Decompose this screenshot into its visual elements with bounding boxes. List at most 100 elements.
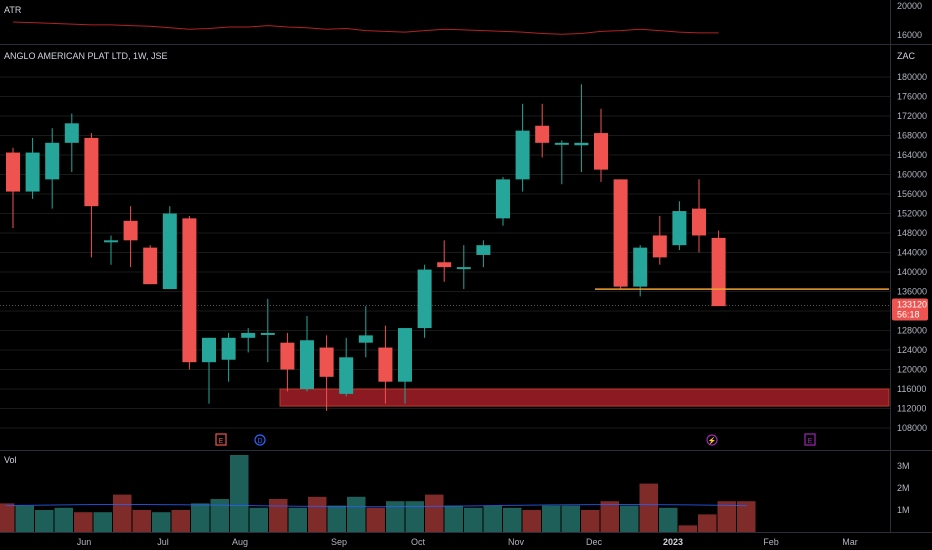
candle — [221, 332, 236, 382]
candle-body — [535, 125, 550, 143]
price-tick-label: 160000 — [897, 170, 927, 180]
candle-body — [241, 332, 256, 338]
symbol-label[interactable]: ANGLO AMERICAN PLAT LTD, 1W, JSE — [4, 51, 168, 61]
volume-bar — [230, 455, 249, 532]
price-axis[interactable]: 180000 176000 172000 168000 164000 160000 1560… — [897, 1, 927, 515]
price-tick-label: 176000 — [897, 92, 927, 102]
candle-body — [104, 240, 118, 243]
volume-bar — [152, 512, 171, 532]
price-tick-label: 136000 — [897, 287, 927, 297]
candle — [182, 215, 197, 370]
candle-body — [45, 142, 60, 180]
volume-bar — [366, 507, 385, 532]
candle — [574, 84, 589, 173]
candle — [280, 332, 295, 392]
volume-ma-line — [5, 504, 747, 508]
price-tick-label: 164000 — [897, 150, 927, 160]
time-axis[interactable]: Jun Jul Aug Sep Oct Nov Dec 2023 Feb Mar — [77, 537, 858, 547]
split-icon[interactable]: ⚡ — [706, 434, 718, 446]
volume-bar — [620, 505, 639, 532]
candle-body — [202, 337, 216, 363]
candle-body — [456, 267, 471, 270]
candle — [476, 240, 491, 268]
volume-bar — [483, 505, 502, 532]
volume-bar — [113, 494, 132, 532]
volume-bar — [542, 505, 561, 532]
candle-body — [339, 357, 354, 394]
volume-bar — [600, 501, 619, 532]
atr-tick-label: 20000 — [897, 1, 922, 11]
volume-bar — [0, 503, 15, 532]
price-tick-label: 128000 — [897, 326, 927, 336]
last-price-tag: 133120 56:18 — [892, 298, 928, 321]
atr-tick-label: 16000 — [897, 30, 922, 40]
earnings-icon[interactable]: E — [804, 433, 816, 446]
candle-body — [143, 247, 158, 285]
candle — [358, 306, 373, 358]
volume-bar — [210, 499, 229, 532]
volume-label[interactable]: Vol — [4, 455, 17, 465]
time-tick-label: Aug — [232, 537, 248, 547]
candle-body — [64, 123, 79, 143]
candle — [64, 113, 79, 173]
support-zone-layer — [279, 388, 890, 407]
volume-bar — [327, 505, 346, 532]
volume-bar — [249, 507, 268, 532]
price-tick-label: 108000 — [897, 423, 927, 433]
volume-bar — [717, 501, 736, 532]
candle-body — [280, 342, 295, 370]
volume-bar — [132, 510, 151, 532]
earnings-icon[interactable]: E — [215, 433, 227, 446]
volume-bar — [561, 505, 580, 532]
candle — [437, 240, 452, 282]
volume-bar — [405, 501, 424, 532]
dividend-icon[interactable]: D — [254, 434, 266, 446]
candle-body — [692, 208, 706, 236]
candle — [45, 128, 60, 209]
volume-bar — [425, 494, 444, 532]
time-tick-label: Oct — [411, 537, 426, 547]
volume-bar — [93, 512, 112, 532]
candle-body — [476, 245, 491, 255]
candle — [535, 103, 550, 158]
price-tick-label: 172000 — [897, 111, 927, 121]
atr-label[interactable]: ATR — [4, 5, 22, 15]
candle-body — [6, 152, 20, 192]
candle — [25, 137, 40, 199]
candle — [6, 147, 20, 229]
time-tick-label: Sep — [331, 537, 347, 547]
candle-body — [358, 335, 373, 343]
volume-tick-label: 2M — [897, 483, 910, 493]
price-tick-label: 180000 — [897, 72, 927, 82]
volume-bar — [581, 510, 600, 532]
price-tick-label: 112000 — [897, 404, 926, 414]
candle — [672, 201, 687, 251]
candle-body — [613, 179, 628, 287]
candle-body — [594, 133, 608, 170]
currency-label: ZAC — [897, 51, 916, 61]
volume-bar — [54, 507, 73, 532]
candle — [417, 264, 432, 338]
volume-bar — [698, 514, 717, 532]
event-markers-layer[interactable]: E D ⚡ E — [215, 433, 816, 446]
candle-body — [417, 269, 432, 329]
candle-body — [84, 137, 99, 207]
candle — [84, 133, 99, 258]
candle-body — [123, 220, 138, 241]
volume-bar — [464, 507, 483, 532]
volume-bar — [678, 525, 697, 532]
support-zone[interactable] — [279, 388, 890, 407]
volume-bar — [308, 496, 327, 532]
price-tick-label: 148000 — [897, 228, 927, 238]
candle — [319, 335, 334, 411]
volume-bar — [639, 483, 658, 532]
price-tick-label: 140000 — [897, 267, 927, 277]
candle — [398, 328, 412, 404]
time-tick-label: Jun — [77, 537, 92, 547]
candle — [104, 235, 118, 265]
candle-body — [672, 211, 687, 246]
volume-bar — [444, 505, 463, 532]
price-tick-label: 156000 — [897, 189, 927, 199]
candle-body — [711, 237, 726, 307]
